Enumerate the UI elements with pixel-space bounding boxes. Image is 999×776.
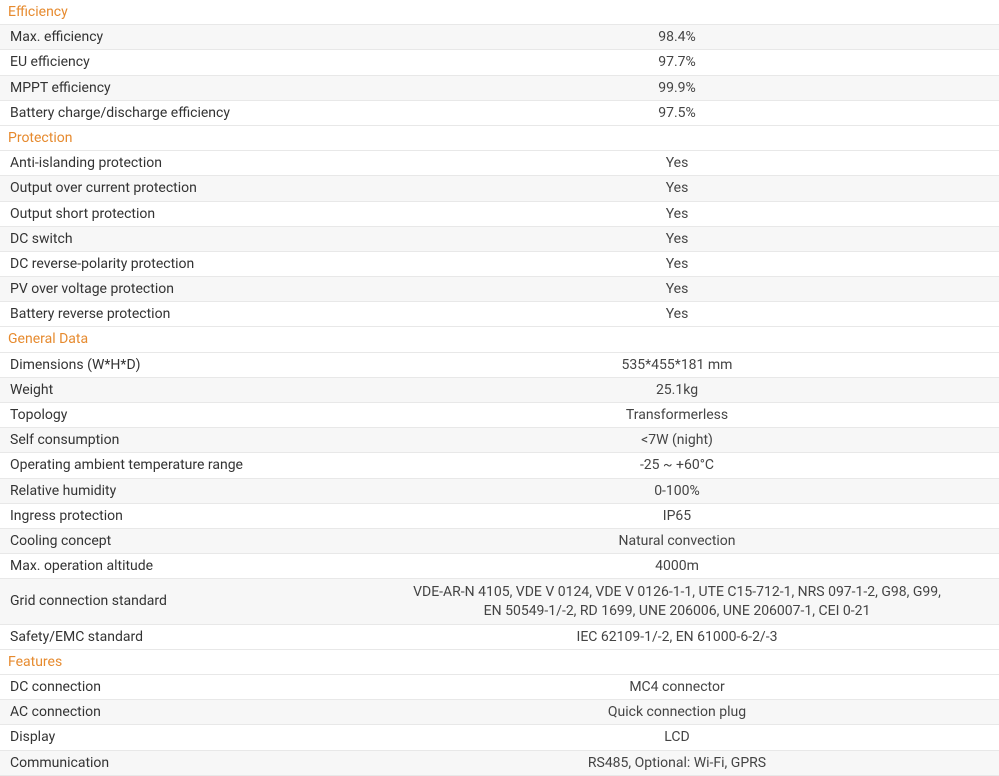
section-header-row: Efficiency	[0, 0, 999, 25]
spec-row: Weight25.1kg	[0, 377, 999, 402]
spec-row: Safety/EMC standardIEC 62109-1/-2, EN 61…	[0, 624, 999, 649]
spec-value: IEC 62109-1/-2, EN 61000-6-2/-3	[355, 624, 999, 649]
spec-value: Yes	[355, 302, 999, 327]
section-title: General Data	[0, 327, 999, 352]
spec-value: 0-100%	[355, 478, 999, 503]
spec-value: Quick connection plug	[355, 700, 999, 725]
spec-value: Yes	[355, 151, 999, 176]
spec-label: Display	[0, 725, 355, 750]
spec-label: Battery reverse protection	[0, 302, 355, 327]
spec-row: DC reverse-polarity protectionYes	[0, 251, 999, 276]
spec-label: Communication	[0, 750, 355, 775]
spec-label: Cooling concept	[0, 528, 355, 553]
spec-table-body: EfficiencyMax. efficiency98.4%EU efficie…	[0, 0, 999, 775]
section-title: Features	[0, 649, 999, 674]
spec-label: Max. operation altitude	[0, 554, 355, 579]
section-header-row: Features	[0, 649, 999, 674]
spec-label: AC connection	[0, 700, 355, 725]
spec-row: Cooling conceptNatural convection	[0, 528, 999, 553]
spec-value: 98.4%	[355, 25, 999, 50]
spec-label: Max. efficiency	[0, 25, 355, 50]
spec-row: Operating ambient temperature range-25 ~…	[0, 453, 999, 478]
spec-label: Anti-islanding protection	[0, 151, 355, 176]
spec-row: CommunicationRS485, Optional: Wi-Fi, GPR…	[0, 750, 999, 775]
spec-row: AC connectionQuick connection plug	[0, 700, 999, 725]
spec-label: Grid connection standard	[0, 579, 355, 624]
spec-value: Natural convection	[355, 528, 999, 553]
spec-value: 97.5%	[355, 100, 999, 125]
spec-value: Yes	[355, 251, 999, 276]
spec-row: Anti-islanding protectionYes	[0, 151, 999, 176]
spec-row: Dimensions (W*H*D)535*455*181 mm	[0, 352, 999, 377]
spec-label: DC reverse-polarity protection	[0, 251, 355, 276]
spec-label: Safety/EMC standard	[0, 624, 355, 649]
spec-value: Yes	[355, 176, 999, 201]
spec-value: <7W (night)	[355, 428, 999, 453]
spec-row: DC connectionMC4 connector	[0, 675, 999, 700]
spec-value: VDE-AR-N 4105, VDE V 0124, VDE V 0126-1-…	[355, 579, 999, 624]
spec-label: Output over current protection	[0, 176, 355, 201]
section-title: Efficiency	[0, 0, 999, 25]
spec-row: PV over voltage protectionYes	[0, 277, 999, 302]
spec-label: Self consumption	[0, 428, 355, 453]
spec-row: Self consumption<7W (night)	[0, 428, 999, 453]
spec-label: Battery charge/discharge efficiency	[0, 100, 355, 125]
spec-row: MPPT efficiency99.9%	[0, 75, 999, 100]
spec-row: Relative humidity0-100%	[0, 478, 999, 503]
spec-row: EU efficiency97.7%	[0, 50, 999, 75]
spec-label: Ingress protection	[0, 503, 355, 528]
spec-label: MPPT efficiency	[0, 75, 355, 100]
spec-label: Weight	[0, 377, 355, 402]
spec-label: EU efficiency	[0, 50, 355, 75]
spec-value: Yes	[355, 226, 999, 251]
spec-row: DC switchYes	[0, 226, 999, 251]
spec-value: 25.1kg	[355, 377, 999, 402]
spec-label: Operating ambient temperature range	[0, 453, 355, 478]
spec-row: TopologyTransformerless	[0, 403, 999, 428]
section-header-row: Protection	[0, 125, 999, 150]
spec-value: Yes	[355, 277, 999, 302]
spec-value: MC4 connector	[355, 675, 999, 700]
spec-label: Output short protection	[0, 201, 355, 226]
section-title: Protection	[0, 125, 999, 150]
spec-value: 535*455*181 mm	[355, 352, 999, 377]
spec-label: DC connection	[0, 675, 355, 700]
spec-value: 99.9%	[355, 75, 999, 100]
spec-value: LCD	[355, 725, 999, 750]
spec-value: IP65	[355, 503, 999, 528]
spec-row: Grid connection standardVDE-AR-N 4105, V…	[0, 579, 999, 624]
spec-row: Battery charge/discharge efficiency97.5%	[0, 100, 999, 125]
spec-row: Max. efficiency98.4%	[0, 25, 999, 50]
spec-value: Yes	[355, 201, 999, 226]
spec-row: Ingress protectionIP65	[0, 503, 999, 528]
spec-label: PV over voltage protection	[0, 277, 355, 302]
spec-value: Transformerless	[355, 403, 999, 428]
spec-label: Topology	[0, 403, 355, 428]
spec-row: Output over current protectionYes	[0, 176, 999, 201]
spec-row: DisplayLCD	[0, 725, 999, 750]
section-header-row: General Data	[0, 327, 999, 352]
spec-value: -25 ~ +60°C	[355, 453, 999, 478]
spec-value: RS485, Optional: Wi-Fi, GPRS	[355, 750, 999, 775]
spec-table: EfficiencyMax. efficiency98.4%EU efficie…	[0, 0, 999, 776]
spec-row: Battery reverse protectionYes	[0, 302, 999, 327]
spec-label: Dimensions (W*H*D)	[0, 352, 355, 377]
spec-label: DC switch	[0, 226, 355, 251]
spec-row: Output short protectionYes	[0, 201, 999, 226]
spec-row: Max. operation altitude4000m	[0, 554, 999, 579]
spec-value: 4000m	[355, 554, 999, 579]
spec-value: 97.7%	[355, 50, 999, 75]
spec-label: Relative humidity	[0, 478, 355, 503]
